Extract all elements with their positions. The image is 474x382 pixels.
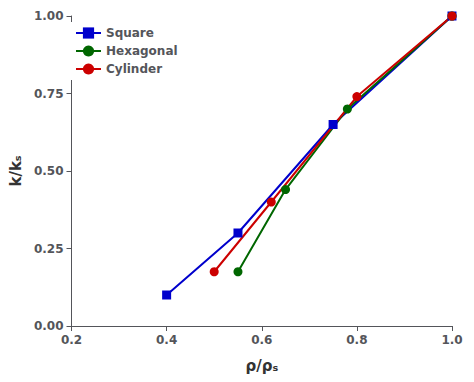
svg-text:0.2: 0.2 xyxy=(61,333,82,347)
svg-text:0.25: 0.25 xyxy=(34,242,64,256)
svg-text:Cylinder: Cylinder xyxy=(106,62,162,76)
svg-text:Square: Square xyxy=(106,26,154,40)
svg-text:1.0: 1.0 xyxy=(441,333,462,347)
svg-text:0.00: 0.00 xyxy=(34,319,64,333)
svg-text:0.4: 0.4 xyxy=(156,333,177,347)
svg-text:0.50: 0.50 xyxy=(34,164,64,178)
svg-text:0.6: 0.6 xyxy=(251,333,272,347)
svg-text:1.00: 1.00 xyxy=(34,9,64,23)
svg-text:ρ/ρₛ: ρ/ρₛ xyxy=(245,357,278,375)
svg-text:0.75: 0.75 xyxy=(34,87,64,101)
svg-text:0.8: 0.8 xyxy=(346,333,367,347)
svg-text:k/kₛ: k/kₛ xyxy=(7,155,25,186)
svg-text:Hexagonal: Hexagonal xyxy=(106,44,178,58)
